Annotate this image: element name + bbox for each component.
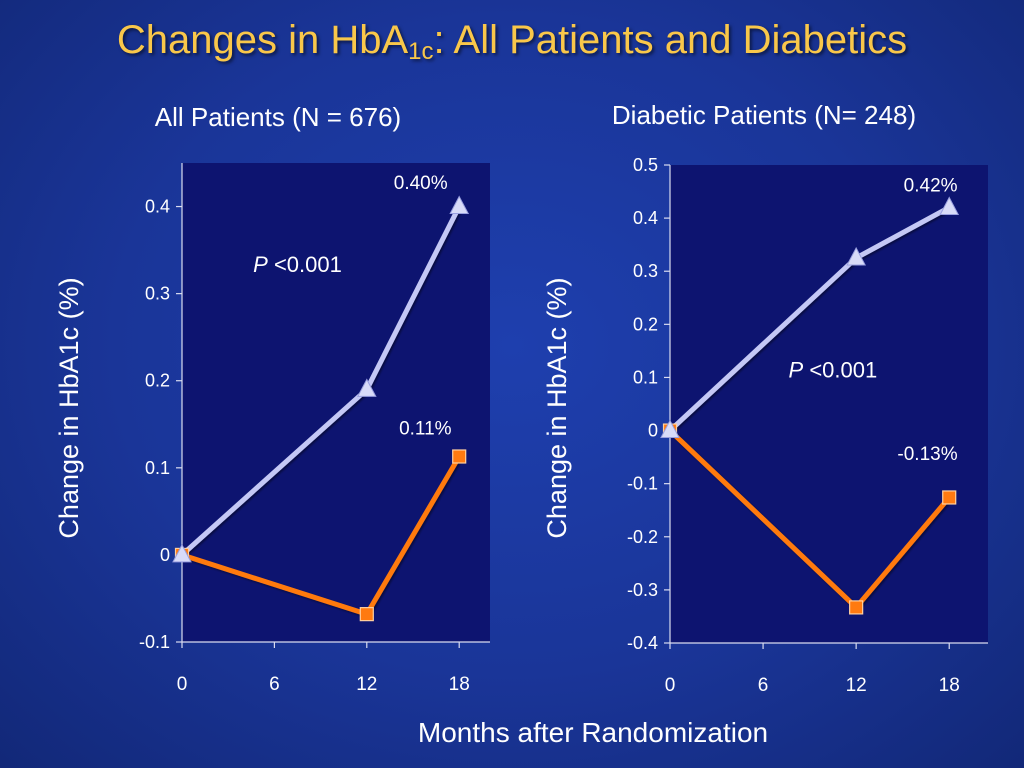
p-threshold: <0.001 xyxy=(803,357,877,382)
value-annotation: 0.40% xyxy=(394,173,448,194)
y-tick-label: 0.2 xyxy=(633,314,658,334)
triangle-marker xyxy=(449,195,470,215)
p-symbol: P xyxy=(789,357,804,382)
x-tick-label: 0 xyxy=(177,674,188,695)
y-tick-label: -0.2 xyxy=(627,527,658,547)
y-tick-label: 0.4 xyxy=(633,208,658,228)
value-annotation: -0.13% xyxy=(897,444,957,465)
plot-area xyxy=(670,165,988,643)
triangle-marker xyxy=(660,419,680,439)
x-tick-label: 12 xyxy=(356,674,377,695)
x-tick-label: 12 xyxy=(846,675,867,696)
x-tick-label: 6 xyxy=(758,675,769,696)
title-subscript: 1c xyxy=(408,38,434,65)
value-annotation: 0.11% xyxy=(399,419,452,440)
y-tick-label: 0.1 xyxy=(145,458,170,478)
y-axis-label: Change in HbA1c (%) xyxy=(54,277,84,538)
y-tick-label: 0.1 xyxy=(633,367,658,387)
y-tick-label: 0.4 xyxy=(145,197,170,217)
y-tick-label: 0.5 xyxy=(633,155,658,175)
p-value-label: P <0.001 xyxy=(789,357,878,382)
square-marker xyxy=(942,490,957,505)
value-annotation: 0.42% xyxy=(904,176,958,197)
title-main: Changes in HbA xyxy=(116,18,409,62)
y-tick-label: 0.3 xyxy=(633,261,658,281)
triangle-marker xyxy=(846,246,866,266)
chart-right: Diabetic Patients (N= 248) Change in HbA1… xyxy=(542,100,988,696)
p-symbol: P xyxy=(253,252,268,277)
x-tick-label: 6 xyxy=(269,674,280,695)
y-tick-label: -0.3 xyxy=(627,580,658,600)
p-threshold: <0.001 xyxy=(268,252,342,277)
x-tick-label: 18 xyxy=(449,674,470,695)
square-marker xyxy=(359,607,374,622)
triangle-marker xyxy=(172,543,192,563)
triangle-marker xyxy=(939,196,960,215)
chart-left: All Patients (N = 676) Change in HbA1c (%… xyxy=(54,102,490,695)
y-tick-label: -0.4 xyxy=(627,633,658,653)
panel-title: All Patients (N = 676) xyxy=(155,102,401,132)
triangle-marker xyxy=(356,378,377,397)
x-tick-label: 0 xyxy=(665,675,676,696)
y-tick-label: 0.3 xyxy=(145,284,170,304)
slide-title: Changes in HbA1c: All Patients and Diabe… xyxy=(0,18,1024,66)
title-rest: : All Patients and Diabetics xyxy=(433,18,908,62)
y-tick-label: -0.1 xyxy=(627,474,658,494)
y-axis-label: Change in HbA1c (%) xyxy=(542,277,572,538)
y-tick-label: -0.1 xyxy=(139,632,170,652)
x-tick-label: 18 xyxy=(939,675,960,696)
x-axis-label: Months after Randomization xyxy=(418,717,768,748)
square-marker xyxy=(849,600,864,615)
y-tick-label: 0 xyxy=(160,545,170,565)
y-tick-label: 0.2 xyxy=(145,371,170,391)
y-tick-label: 0 xyxy=(648,421,658,441)
panel-title: Diabetic Patients (N= 248) xyxy=(612,100,916,130)
square-marker xyxy=(452,449,467,464)
p-value-label: P <0.001 xyxy=(253,252,342,277)
